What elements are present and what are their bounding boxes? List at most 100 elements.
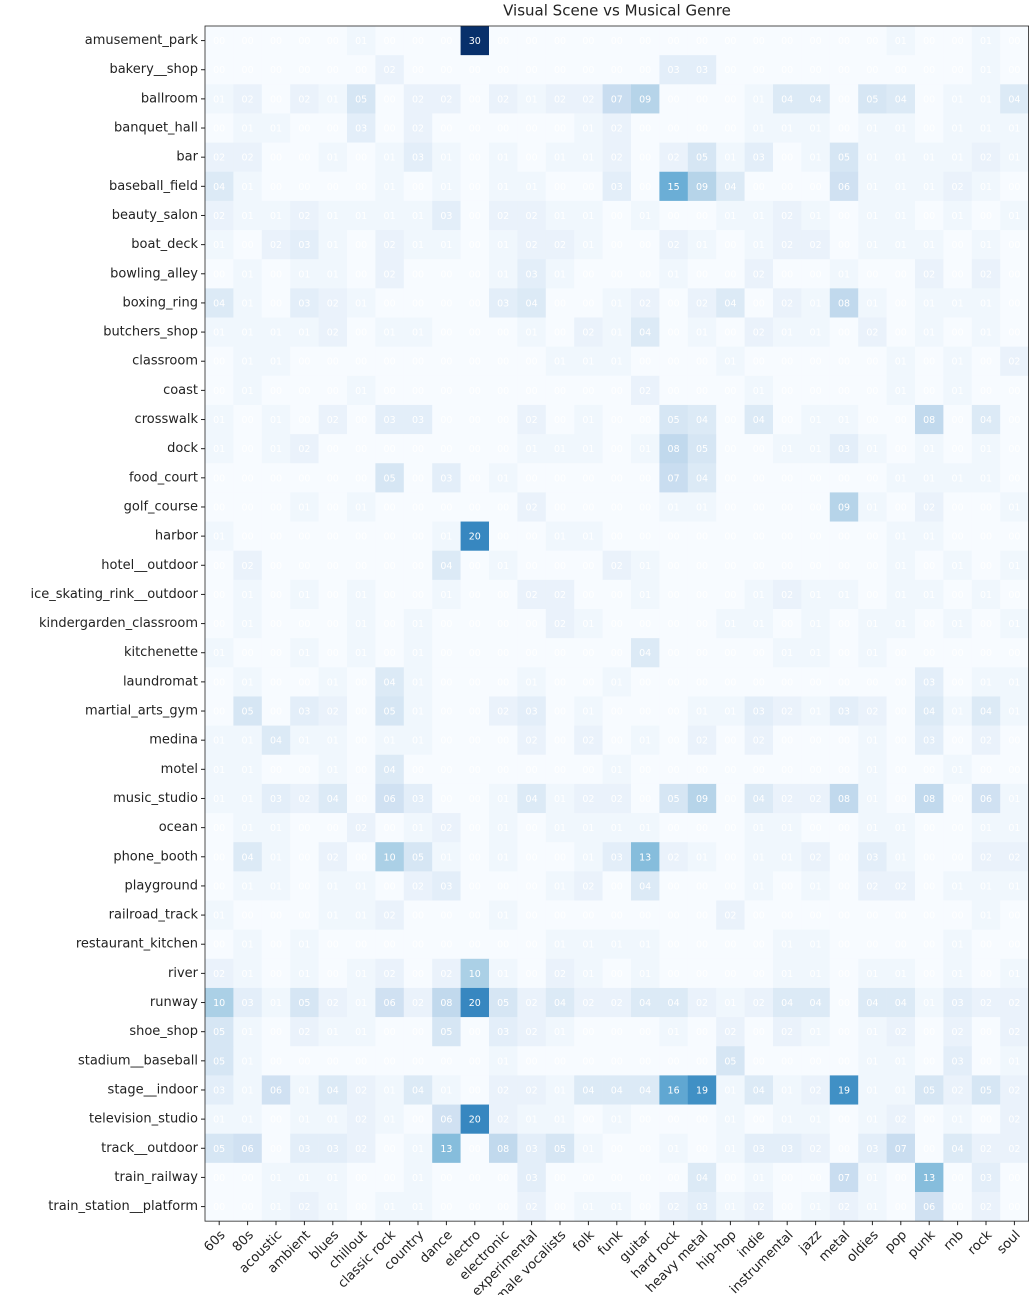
- cell-label: 02: [696, 736, 708, 747]
- heat-cell: [915, 259, 944, 289]
- heat-cell: [574, 463, 603, 493]
- heat-cell: [659, 463, 689, 493]
- cell-label: 01: [639, 561, 651, 572]
- heat-cell: [432, 609, 461, 639]
- cell-label: 00: [724, 473, 736, 484]
- cell-label: 02: [724, 1027, 736, 1038]
- cell-label: 01: [242, 386, 254, 397]
- y-tick-label: ice_skating_rink__outdoor: [30, 587, 198, 602]
- cell-label: 00: [582, 386, 594, 397]
- cell-label: 01: [270, 124, 282, 135]
- cell-label: 00: [213, 940, 225, 951]
- heat-cell: [290, 142, 319, 173]
- heat-cell: [517, 696, 547, 726]
- y-tick-label: railroad_track: [109, 908, 199, 923]
- heat-cell: [716, 84, 745, 114]
- heat-cell: [460, 171, 490, 202]
- cell-label: 05: [724, 1056, 736, 1067]
- heat-cell: [943, 142, 973, 173]
- heat-cell: [971, 375, 1001, 406]
- cell-label: 01: [611, 765, 623, 776]
- cell-label: 20: [469, 998, 481, 1009]
- cell-label: 00: [895, 269, 907, 280]
- heat-cell: [489, 142, 518, 173]
- cell-label: 00: [440, 911, 452, 922]
- cell-label: 00: [753, 182, 765, 193]
- y-tick-label: dock: [167, 441, 198, 456]
- y-tick-label: track__outdoor: [101, 1141, 199, 1156]
- cell-label: 01: [327, 911, 339, 922]
- cell-label: 01: [980, 590, 992, 601]
- cell-label: 02: [270, 240, 282, 251]
- cell-label: 01: [355, 881, 367, 892]
- cell-label: 01: [838, 590, 850, 601]
- cell-label: 02: [213, 211, 225, 222]
- heat-cell: [489, 113, 518, 143]
- heat-cell: [489, 346, 518, 377]
- cell-label: 02: [298, 444, 310, 455]
- cell-label: 00: [639, 1115, 651, 1126]
- cell-label: 01: [327, 153, 339, 164]
- cell-label: 01: [923, 153, 935, 164]
- cell-label: 04: [526, 794, 538, 805]
- cell-label: 00: [838, 1056, 850, 1067]
- heat-cell: [233, 783, 263, 814]
- chart-title: Visual Scene vs Musical Genre: [503, 2, 731, 20]
- cell-label: 00: [952, 794, 964, 805]
- heat-cell: [659, 929, 689, 960]
- cell-label: 03: [298, 707, 310, 718]
- heat-cell: [489, 434, 518, 464]
- heat-cell: [205, 871, 234, 901]
- heat-cell: [602, 492, 632, 522]
- cell-label: 04: [582, 1085, 594, 1096]
- heat-cell: [347, 667, 376, 697]
- cell-label: 00: [753, 677, 765, 688]
- cell-label: 02: [440, 969, 452, 980]
- cell-label: 03: [270, 794, 282, 805]
- heat-cell: [602, 434, 632, 464]
- heat-cell: [801, 609, 831, 639]
- cell-label: 00: [923, 648, 935, 659]
- heat-cell: [460, 696, 490, 726]
- cell-label: 01: [412, 1173, 424, 1184]
- cell-label: 01: [611, 298, 623, 309]
- heat-cell: [205, 171, 234, 202]
- heat-cell: [716, 434, 745, 464]
- cell-label: 06: [923, 1202, 935, 1213]
- y-tick-label: harbor: [155, 529, 199, 544]
- heat-cell: [687, 375, 717, 406]
- heat-cell: [375, 754, 405, 785]
- cell-label: 00: [611, 36, 623, 47]
- cell-label: 00: [753, 473, 765, 484]
- heat-cell: [829, 259, 859, 289]
- x-tick-label: rock: [965, 1228, 996, 1259]
- cell-label: 00: [440, 648, 452, 659]
- cell-label: 01: [923, 532, 935, 543]
- heat-cell: [574, 492, 603, 522]
- cell-label: 00: [838, 240, 850, 251]
- heat-cell: [631, 346, 660, 377]
- heat-cell: [517, 230, 547, 260]
- cell-label: 00: [213, 357, 225, 368]
- heat-cell: [233, 929, 263, 960]
- cell-label: 00: [952, 1202, 964, 1213]
- heat-cell: [659, 26, 689, 56]
- heat-cell: [801, 55, 831, 85]
- cell-label: 01: [270, 852, 282, 863]
- cell-label: 04: [866, 998, 878, 1009]
- heat-cell: [205, 200, 234, 231]
- cell-label: 00: [355, 182, 367, 193]
- heat-cell: [460, 871, 490, 901]
- heat-cell: [375, 900, 405, 930]
- cell-label: 00: [213, 1202, 225, 1213]
- cell-label: 01: [781, 852, 793, 863]
- cell-label: 00: [639, 677, 651, 688]
- heat-cell: [403, 404, 433, 435]
- heat-cell: [403, 754, 433, 785]
- heat-cell: [631, 725, 660, 756]
- heat-cell: [915, 871, 944, 901]
- heat-cell: [943, 288, 973, 318]
- heat-cell: [602, 813, 632, 843]
- heat-cell: [886, 842, 916, 872]
- heat-cell: [801, 725, 831, 756]
